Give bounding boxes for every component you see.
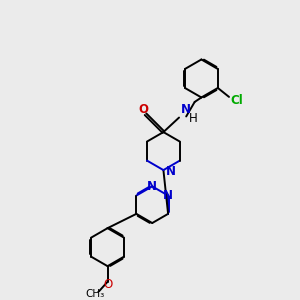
Text: CH₃: CH₃ <box>85 289 105 299</box>
Text: H: H <box>188 112 197 125</box>
Text: O: O <box>138 103 148 116</box>
Text: N: N <box>181 103 191 116</box>
Text: Cl: Cl <box>230 94 243 107</box>
Text: N: N <box>166 165 176 178</box>
Text: N: N <box>163 189 173 202</box>
Text: N: N <box>147 180 157 193</box>
Text: O: O <box>103 278 112 291</box>
